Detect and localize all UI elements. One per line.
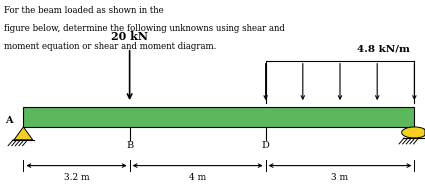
Text: A: A xyxy=(5,116,13,125)
Circle shape xyxy=(402,127,425,138)
Text: 3.2 m: 3.2 m xyxy=(64,173,89,182)
Text: figure below, determine the following unknowns using shear and: figure below, determine the following un… xyxy=(4,24,285,33)
Text: 3 m: 3 m xyxy=(332,173,348,182)
Text: D: D xyxy=(262,141,269,150)
Text: B: B xyxy=(126,141,133,150)
Polygon shape xyxy=(14,127,33,140)
FancyBboxPatch shape xyxy=(23,107,414,127)
Text: 4.8 kN/m: 4.8 kN/m xyxy=(357,44,410,53)
Text: E: E xyxy=(422,129,425,138)
Text: moment equation or shear and moment diagram.: moment equation or shear and moment diag… xyxy=(4,42,217,51)
Text: 4 m: 4 m xyxy=(189,173,206,182)
Text: For the beam loaded as shown in the: For the beam loaded as shown in the xyxy=(4,6,164,15)
Text: 20 kN: 20 kN xyxy=(111,31,148,42)
